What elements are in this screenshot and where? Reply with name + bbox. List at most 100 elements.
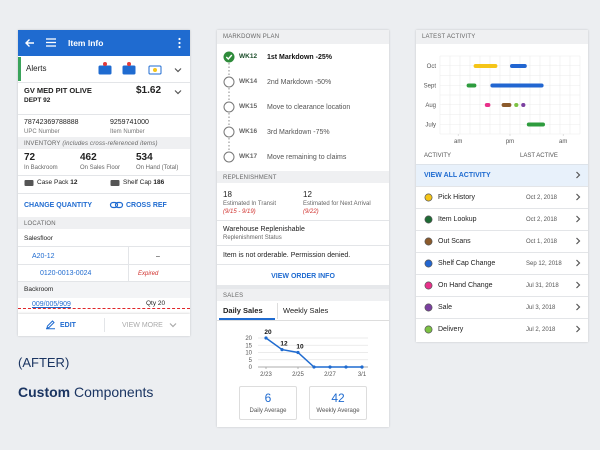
chevron <box>576 171 581 179</box>
alert-icon <box>148 65 162 75</box>
tab-indicator <box>219 318 275 320</box>
shelf_cap-text: Shelf Cap 186 <box>123 179 165 187</box>
activity-name[interactable]: Pick History <box>438 194 475 201</box>
step-week: WK14 <box>239 78 258 85</box>
x-tick-label: am <box>454 139 462 145</box>
divider <box>18 246 190 247</box>
divider <box>217 245 389 246</box>
chevron <box>576 215 581 223</box>
activity-name[interactable]: Item Lookup <box>438 216 477 223</box>
section-header <box>217 30 389 44</box>
cross-ref-button[interactable]: CROSS REF <box>126 202 167 209</box>
activity-color <box>424 193 433 202</box>
activity-bar <box>466 83 477 88</box>
view-all-row[interactable] <box>416 164 588 187</box>
location-status: Expired <box>138 271 159 277</box>
backroom-code[interactable]: 009/005/909 <box>32 301 71 308</box>
view-more-button[interactable]: VIEW MORE <box>122 322 163 329</box>
activity-dot <box>424 325 433 334</box>
column-header: LAST ACTIVE <box>520 153 558 159</box>
activity-bar <box>510 64 527 68</box>
item-dept: DEPT 92 <box>24 97 51 104</box>
sales-point <box>328 365 332 369</box>
sales-point <box>312 365 316 369</box>
activity-color <box>424 281 433 290</box>
activity-name[interactable]: Sale <box>438 304 453 311</box>
step-check <box>225 54 233 61</box>
activity-name[interactable]: On Hand Change <box>438 282 493 289</box>
sales-point <box>280 348 284 352</box>
divider <box>18 82 190 83</box>
data-label: 20 <box>264 329 272 336</box>
location-code[interactable]: A20-12 <box>32 253 55 260</box>
activity-date: Jul 31, 2018 <box>526 282 559 289</box>
id-value: 78742369788888 <box>24 119 79 126</box>
more-icon <box>178 37 181 49</box>
activity-name[interactable]: Shelf Cap Change <box>438 260 496 267</box>
row-label: Sept <box>424 84 437 90</box>
chevron-icon <box>174 68 182 73</box>
tab-weekly[interactable]: Weekly Sales <box>283 306 329 315</box>
activity-color <box>424 325 433 334</box>
activity-name[interactable]: Out Scans <box>438 238 471 245</box>
edit-icon <box>46 320 55 330</box>
step-track <box>223 51 235 163</box>
caption-tag: (AFTER) <box>18 355 70 370</box>
divider <box>18 114 190 115</box>
data-label: 10 <box>296 344 304 351</box>
divider <box>18 281 190 282</box>
alert-icon <box>122 62 136 75</box>
change-quantity-button[interactable]: CHANGE QUANTITY <box>24 202 93 209</box>
location-status: – <box>156 253 160 260</box>
section-title: LOCATION <box>24 221 56 227</box>
alerts-row <box>18 57 190 81</box>
stat-value: 42 <box>331 391 345 405</box>
alerts-label: Alerts <box>26 64 47 73</box>
chevron-icon <box>576 193 581 201</box>
edit-button[interactable]: EDIT <box>60 322 76 329</box>
estimate-label: Estimated for Next Arrival <box>303 201 371 207</box>
sales-point <box>360 365 364 369</box>
divider <box>416 296 588 297</box>
shelf_cap-value: 186 <box>153 179 165 186</box>
section-header <box>217 289 389 301</box>
gap <box>217 285 389 289</box>
activity-dot <box>424 303 433 312</box>
activity-bar <box>484 103 491 107</box>
view-all-label[interactable]: VIEW ALL ACTIVITY <box>424 172 491 179</box>
more-dot <box>178 41 181 45</box>
chevron-icon <box>576 303 581 311</box>
sales-point <box>344 365 348 369</box>
activity-name[interactable]: Delivery <box>438 326 464 333</box>
y-tick-label: 20 <box>245 336 252 342</box>
step-week: WK16 <box>239 128 258 135</box>
id-label: UPC Number <box>24 129 60 135</box>
alert-icon-body <box>98 65 112 75</box>
step-week: WK17 <box>239 153 258 160</box>
count-label: On Sales Floor <box>80 165 121 171</box>
step-pending <box>223 76 235 88</box>
id-value: 9259741000 <box>110 119 149 126</box>
alert-icon-body <box>122 65 136 75</box>
estimate-range: (9/22) <box>303 209 319 215</box>
activity-dot <box>424 193 433 202</box>
activity-dot <box>424 237 433 246</box>
estimate-label: Estimated In Transit <box>223 201 277 207</box>
section-header <box>18 137 190 149</box>
stat-label: Daily Average <box>249 408 287 414</box>
divider <box>416 230 588 231</box>
x-tick-label: am <box>559 139 567 145</box>
x-tick-label: 3/1 <box>358 372 367 378</box>
chevron-icon <box>576 325 581 333</box>
view-order-button[interactable]: VIEW ORDER INFO <box>271 273 335 280</box>
step-pending <box>223 126 235 138</box>
tab-daily[interactable]: Daily Sales <box>223 306 263 315</box>
count-value: 534 <box>136 152 153 163</box>
step-week: WK12 <box>239 53 258 60</box>
step-text: 3rd Markdown -75% <box>267 128 330 136</box>
caption-rest: Components <box>74 384 154 400</box>
step-text: Move remaining to claims <box>267 153 347 161</box>
inventory-note: (includes cross-referenced items) <box>62 141 158 147</box>
location-code[interactable]: 0120-0013-0024 <box>40 270 92 277</box>
